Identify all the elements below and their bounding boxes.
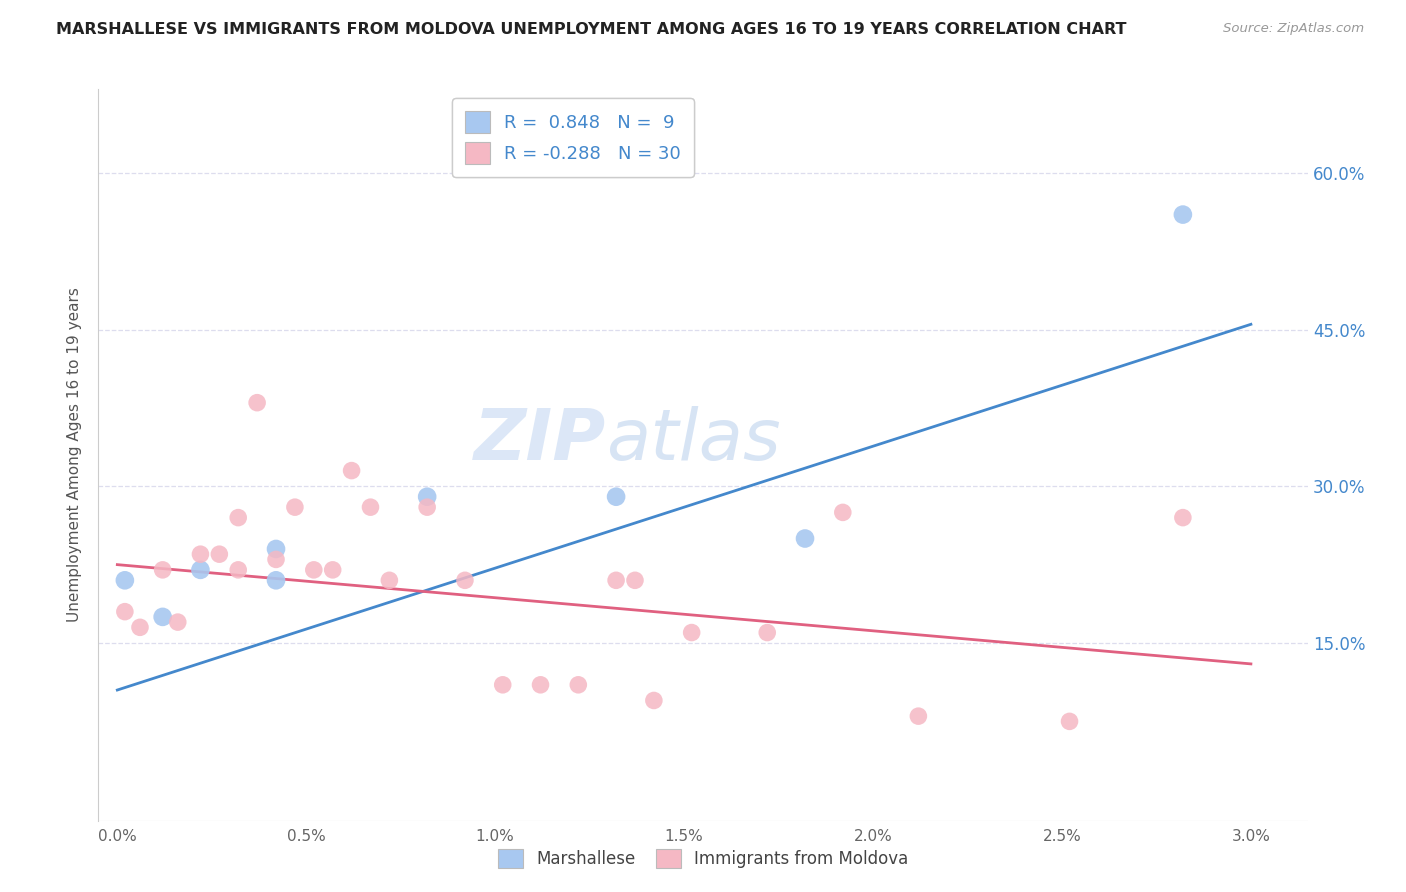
Point [756, 625, 779, 640]
Point [1171, 208, 1194, 222]
Point [907, 709, 929, 723]
Point [190, 547, 212, 561]
Point [681, 625, 703, 640]
Point [152, 563, 174, 577]
Point [567, 678, 589, 692]
Point [416, 500, 439, 515]
Y-axis label: Unemployment Among Ages 16 to 19 years: Unemployment Among Ages 16 to 19 years [67, 287, 83, 623]
Legend: R =  0.848   N =  9, R = -0.288   N = 30: R = 0.848 N = 9, R = -0.288 N = 30 [453, 98, 693, 177]
Text: atlas: atlas [606, 406, 780, 475]
Point [166, 615, 188, 629]
Point [264, 541, 287, 556]
Point [605, 574, 627, 588]
Point [492, 678, 515, 692]
Point [360, 500, 382, 515]
Point [264, 574, 287, 588]
Point [264, 552, 287, 566]
Text: MARSHALLESE VS IMMIGRANTS FROM MOLDOVA UNEMPLOYMENT AMONG AGES 16 TO 19 YEARS CO: MARSHALLESE VS IMMIGRANTS FROM MOLDOVA U… [56, 22, 1126, 37]
Point [605, 490, 627, 504]
Point [378, 574, 401, 588]
Point [208, 547, 231, 561]
Point [831, 505, 853, 519]
Point [114, 605, 136, 619]
Point [284, 500, 307, 515]
Point [302, 563, 325, 577]
Point [322, 563, 344, 577]
Text: ZIP: ZIP [474, 406, 606, 475]
Text: Source: ZipAtlas.com: Source: ZipAtlas.com [1223, 22, 1364, 36]
Point [190, 563, 212, 577]
Point [129, 620, 152, 634]
Point [794, 532, 817, 546]
Point [226, 563, 249, 577]
Point [246, 395, 269, 409]
Point [114, 574, 136, 588]
Point [152, 610, 174, 624]
Point [624, 574, 647, 588]
Point [416, 490, 439, 504]
Point [340, 464, 363, 478]
Point [529, 678, 551, 692]
Point [1059, 714, 1081, 729]
Legend: Marshallese, Immigrants from Moldova: Marshallese, Immigrants from Moldova [491, 843, 915, 875]
Point [454, 574, 477, 588]
Point [226, 510, 249, 524]
Point [643, 693, 665, 707]
Point [1171, 510, 1194, 524]
